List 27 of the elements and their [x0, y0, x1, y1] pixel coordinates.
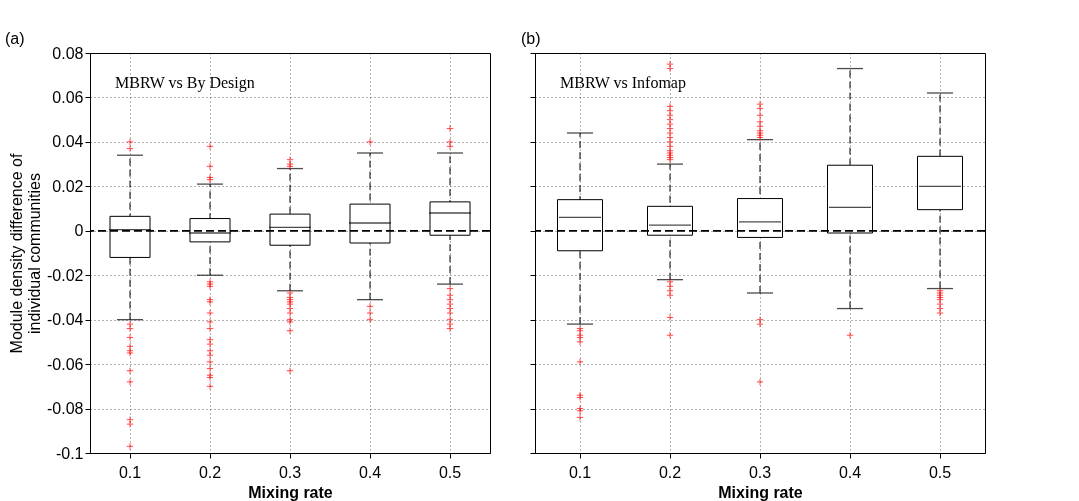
x-tick-label: 0.1 [568, 463, 592, 481]
x-tick-label: 0.3 [748, 463, 772, 481]
x-tick-label: 0.2 [198, 463, 222, 481]
y-tick-label: 0.06 [52, 88, 84, 106]
y-tick-label: -0.06 [47, 355, 84, 373]
x-tick-label: 0.3 [278, 463, 302, 481]
x-tick-label: 0.5 [438, 463, 462, 481]
x-tick-label: 0.4 [838, 463, 862, 481]
y-axis-title: Module density difference of individual communities [8, 153, 44, 354]
x-tick-label: 0.1 [118, 463, 142, 481]
x-tick-label: 0.2 [658, 463, 682, 481]
annotation: MBRW vs Infomap [560, 74, 686, 92]
annotation: MBRW vs By Design [115, 74, 255, 92]
x-axis-title: Mixing rate [718, 483, 803, 501]
y-tick-label: -0.04 [47, 311, 84, 329]
y-tick-label: -0.1 [55, 444, 84, 462]
y-tick-label: 0.08 [52, 44, 84, 62]
x-tick-label: 0.4 [358, 463, 382, 481]
y-tick-label: 0.04 [52, 133, 84, 151]
y-tick-label: -0.08 [47, 400, 84, 418]
y-tick-label: 0 [74, 222, 84, 240]
y-tick-label: 0.02 [52, 177, 84, 195]
y-tick-label: -0.02 [47, 266, 84, 284]
x-tick-label: 0.5 [928, 463, 952, 481]
text: (b) [521, 30, 541, 47]
x-axis-title: Mixing rate [248, 483, 333, 501]
text: (a) [5, 30, 25, 47]
